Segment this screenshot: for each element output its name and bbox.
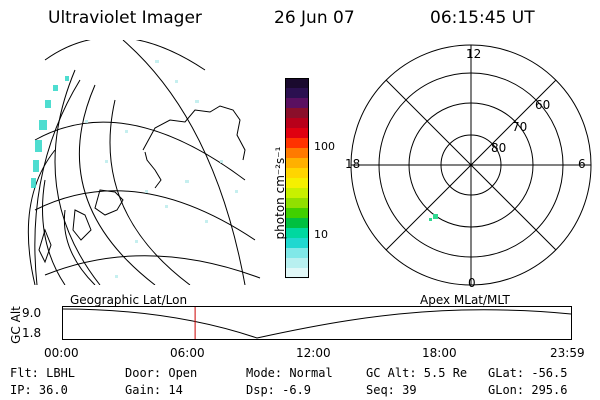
colorbar-segment <box>285 208 309 219</box>
aurora-spot <box>433 214 438 219</box>
polar-plot <box>350 44 592 286</box>
colorbar <box>285 78 309 279</box>
colorbar-segment <box>285 138 309 149</box>
timeline-plot <box>61 306 572 340</box>
status-door: Door: Open <box>125 366 198 380</box>
mlt-label-0: 0 <box>468 276 476 290</box>
status-mode: Mode: Normal <box>246 366 333 380</box>
x-tick-0000: 00:00 <box>44 346 79 360</box>
colorbar-segment <box>285 188 309 199</box>
colorbar-segment <box>285 258 309 269</box>
status-glat: GLat: -56.5 <box>488 366 568 380</box>
colorbar-segment <box>285 98 309 109</box>
mlat-label-60: 60 <box>535 98 551 112</box>
colorbar-segment <box>285 78 309 89</box>
instrument-title: Ultraviolet Imager <box>48 8 202 28</box>
mlt-label-18: 18 <box>345 157 361 171</box>
status-gc-alt: GC Alt: 5.5 Re <box>366 366 468 380</box>
colorbar-tick-100: 100 <box>314 140 335 153</box>
status-glon: GLon: 295.6 <box>488 383 568 397</box>
status-filter: Flt: LBHL <box>10 366 76 380</box>
colorbar-segment <box>285 168 309 179</box>
timeline-y-tick-high: 9.0 <box>22 306 42 320</box>
x-tick-1800: 18:00 <box>422 346 457 360</box>
x-tick-0600: 06:00 <box>170 346 205 360</box>
colorbar-segment <box>285 218 309 229</box>
mlt-label-12: 12 <box>466 47 482 61</box>
colorbar-segment <box>285 158 309 169</box>
colorbar-segment <box>285 118 309 129</box>
date-label: 26 Jun 07 <box>274 8 355 28</box>
colorbar-segment <box>285 228 309 239</box>
colorbar-segment <box>285 128 309 139</box>
status-ip: IP: 36.0 <box>10 383 68 397</box>
x-tick-2359: 23:59 <box>550 346 585 360</box>
altitude-curve <box>61 308 572 339</box>
colorbar-segment <box>285 108 309 119</box>
geographic-map <box>27 40 261 285</box>
mlat-label-70: 70 <box>512 120 528 134</box>
timeline-y-label: GC Alt <box>9 306 23 344</box>
mlt-label-6: 6 <box>578 157 586 171</box>
status-seq: Seq: 39 <box>366 383 417 397</box>
x-tick-1200: 12:00 <box>296 346 331 360</box>
colorbar-frame <box>285 78 309 278</box>
timeline-title-left: Geographic Lat/Lon <box>70 293 188 307</box>
mlat-label-80: 80 <box>491 141 507 155</box>
colorbar-segment <box>285 268 309 279</box>
colorbar-segment <box>285 178 309 189</box>
colorbar-unit-label: photon cm⁻²s⁻¹ <box>273 146 287 240</box>
timeline-y-tick-low: 1.8 <box>22 326 42 340</box>
status-dsp: Dsp: -6.9 <box>246 383 312 397</box>
time-label: 06:15:45 UT <box>430 8 535 28</box>
colorbar-segment <box>285 198 309 209</box>
colorbar-segment <box>285 238 309 249</box>
colorbar-segment <box>285 248 309 259</box>
timeline-title-right: Apex MLat/MLT <box>420 293 510 307</box>
status-gain: Gain: 14 <box>125 383 183 397</box>
colorbar-segment <box>285 148 309 159</box>
colorbar-tick-10: 10 <box>314 228 328 241</box>
colorbar-segment <box>285 88 309 99</box>
